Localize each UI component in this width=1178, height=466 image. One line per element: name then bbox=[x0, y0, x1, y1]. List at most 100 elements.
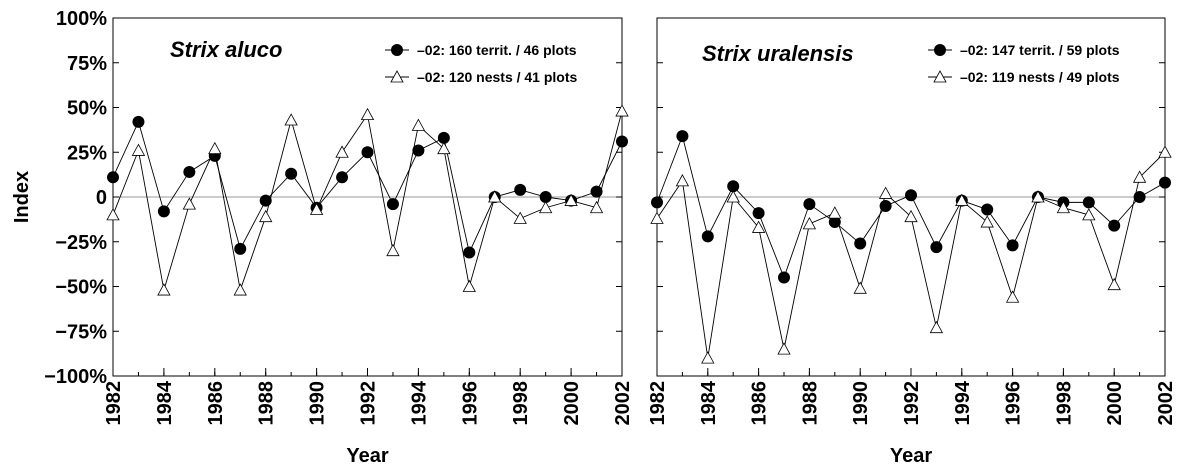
point bbox=[386, 198, 399, 211]
point bbox=[1159, 176, 1171, 189]
y-tick-label: −75% bbox=[55, 321, 107, 343]
point bbox=[1005, 290, 1020, 303]
point bbox=[1056, 200, 1071, 214]
point bbox=[905, 189, 917, 202]
x-axis-label: Year bbox=[890, 445, 932, 466]
point bbox=[904, 209, 918, 223]
point bbox=[777, 342, 791, 355]
y-axis-label: Index bbox=[11, 171, 33, 223]
point bbox=[488, 190, 502, 203]
point bbox=[1082, 208, 1096, 221]
point bbox=[284, 113, 298, 126]
point bbox=[564, 193, 578, 206]
panel-title: Strix aluco bbox=[170, 37, 282, 62]
x-tick-label: 2000 bbox=[561, 381, 583, 426]
panel-title: Strix uralensis bbox=[702, 41, 854, 66]
x-tick-label: 1984 bbox=[154, 380, 176, 425]
point bbox=[233, 283, 247, 296]
point bbox=[157, 205, 170, 218]
point bbox=[285, 167, 298, 180]
x-tick-label: 1990 bbox=[850, 381, 872, 426]
legend-marker bbox=[390, 70, 404, 83]
point bbox=[361, 146, 374, 159]
x-tick-label: 1982 bbox=[103, 381, 125, 426]
point bbox=[701, 351, 715, 364]
point bbox=[131, 143, 146, 156]
point bbox=[879, 199, 892, 212]
x-tick-label: 1992 bbox=[358, 381, 380, 426]
y-tick-label: 0 bbox=[96, 187, 107, 209]
point bbox=[386, 243, 400, 257]
x-tick-label: 2002 bbox=[1155, 381, 1177, 426]
point bbox=[930, 241, 943, 254]
point bbox=[803, 198, 816, 211]
x-tick-label: 1994 bbox=[952, 380, 974, 425]
point bbox=[955, 193, 969, 206]
x-tick-label: 1996 bbox=[1003, 381, 1025, 426]
point bbox=[437, 141, 451, 155]
point bbox=[106, 208, 120, 221]
point bbox=[309, 202, 324, 215]
point bbox=[411, 118, 426, 131]
y-tick-label: 100% bbox=[56, 8, 107, 30]
point bbox=[1158, 145, 1172, 158]
legend-marker bbox=[391, 44, 403, 56]
x-tick-label: 1990 bbox=[307, 381, 329, 426]
legend-label: –02: 119 nests / 49 plots bbox=[960, 69, 1120, 85]
x-tick-label: 1986 bbox=[749, 381, 771, 426]
legend-marker bbox=[933, 70, 947, 83]
x-tick-label: 1994 bbox=[408, 380, 430, 425]
point bbox=[208, 141, 222, 155]
point bbox=[514, 183, 527, 196]
point bbox=[183, 165, 196, 178]
point bbox=[437, 131, 450, 144]
y-tick-label: −100% bbox=[44, 366, 107, 388]
point bbox=[1107, 277, 1121, 291]
point bbox=[854, 237, 867, 250]
legend-label: –02: 120 nests / 41 plots bbox=[417, 69, 578, 85]
point bbox=[1108, 219, 1121, 232]
point bbox=[590, 185, 603, 198]
point bbox=[1006, 239, 1019, 252]
x-tick-label: 1998 bbox=[510, 381, 532, 426]
point bbox=[132, 115, 145, 128]
point bbox=[259, 209, 273, 223]
y-tick-label: −50% bbox=[55, 277, 107, 299]
x-tick-label: 1984 bbox=[698, 380, 720, 425]
point bbox=[1031, 190, 1045, 203]
point bbox=[828, 206, 842, 219]
x-tick-label: 1988 bbox=[799, 381, 821, 426]
point bbox=[650, 211, 664, 224]
y-tick-label: −25% bbox=[55, 232, 107, 254]
point bbox=[335, 145, 349, 158]
point bbox=[751, 220, 766, 233]
point bbox=[701, 230, 714, 243]
point bbox=[752, 207, 765, 220]
point bbox=[675, 174, 690, 187]
point bbox=[929, 320, 944, 334]
point bbox=[980, 215, 994, 228]
point bbox=[853, 281, 867, 294]
point bbox=[1132, 170, 1147, 183]
point bbox=[107, 171, 119, 184]
point bbox=[727, 180, 740, 193]
point bbox=[259, 194, 272, 207]
point bbox=[616, 135, 628, 148]
point bbox=[651, 196, 663, 209]
x-axis-label: Year bbox=[346, 445, 388, 466]
legend-label: –02: 160 territ. / 46 plots bbox=[417, 42, 577, 58]
y-tick-label: 75% bbox=[67, 53, 107, 75]
point bbox=[513, 211, 527, 224]
point bbox=[802, 217, 817, 230]
point bbox=[182, 197, 197, 210]
x-tick-label: 1998 bbox=[1053, 381, 1075, 426]
y-tick-label: 50% bbox=[67, 98, 107, 120]
x-tick-label: 1992 bbox=[901, 381, 923, 426]
x-tick-label: 1982 bbox=[647, 381, 669, 426]
point bbox=[828, 216, 841, 229]
point bbox=[360, 107, 375, 121]
point bbox=[878, 186, 893, 199]
point bbox=[778, 271, 790, 284]
